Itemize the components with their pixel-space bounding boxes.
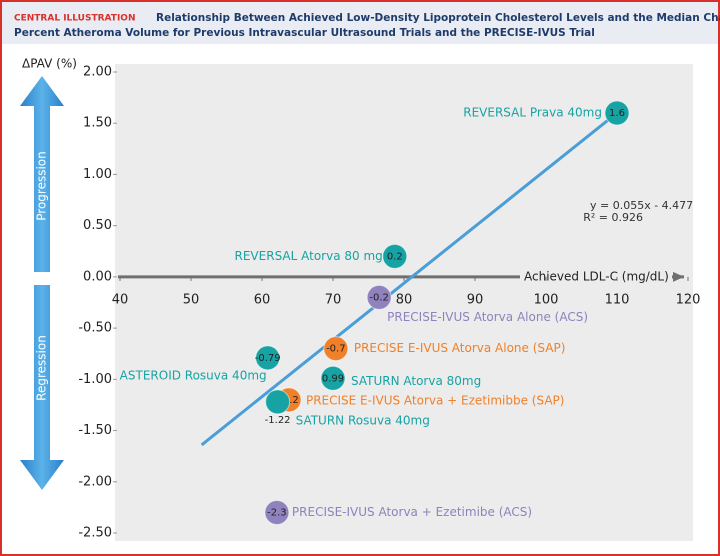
x-tick-label: 70 xyxy=(325,292,342,307)
point-label: PRECISE E-IVUS Atorva Alone (SAP) xyxy=(354,341,566,355)
progression-label: Progression xyxy=(35,151,49,221)
point-label: REVERSAL Prava 40mg xyxy=(463,105,602,119)
x-tick-label: 120 xyxy=(676,292,701,307)
value-label: -2.3 xyxy=(267,508,287,519)
data-point xyxy=(323,336,349,362)
y-tick-label: -1.00 xyxy=(78,372,112,387)
point-label: ASTEROID Rosuva 40mg xyxy=(120,368,267,382)
value-label: -0.2 xyxy=(369,292,389,303)
equation: y = 0.055x - 4.477 xyxy=(590,199,693,212)
y-tick-label: -2.50 xyxy=(78,526,112,541)
data-point xyxy=(604,100,630,126)
point-label: SATURN Atorva 80mg xyxy=(351,374,481,388)
x-tick-label: 110 xyxy=(605,292,630,307)
y-tick-label: -2.00 xyxy=(78,474,112,489)
y-tick-label: 1.50 xyxy=(83,116,112,131)
header-title: Relationship Between Achieved Low-Densit… xyxy=(156,12,720,24)
point-label: SATURN Rosuva 40mg xyxy=(296,413,430,427)
y-axis-label: ΔPAV (%) xyxy=(22,57,77,71)
value-label: 1.6 xyxy=(609,108,625,119)
y-tick-label: 1.00 xyxy=(83,167,112,182)
point-label: PRECISE E-IVUS Atorva + Ezetimibbe (SAP) xyxy=(306,393,564,407)
point-label: PRECISE-IVUS Atorva + Ezetimibe (ACS) xyxy=(292,505,532,519)
regression-label: Regression xyxy=(35,335,49,401)
r-squared: R² = 0.926 xyxy=(583,211,643,224)
value-label: 0.99 xyxy=(322,373,344,384)
x-tick-label: 50 xyxy=(183,292,200,307)
header-title: Percent Atheroma Volume for Previous Int… xyxy=(14,27,595,39)
x-tick-label: 100 xyxy=(534,292,559,307)
data-point xyxy=(265,389,291,415)
value-label: -1.22 xyxy=(265,415,291,426)
data-point xyxy=(264,500,290,526)
x-axis-arrow xyxy=(673,271,684,282)
value-label: 0.2 xyxy=(387,251,403,262)
data-point xyxy=(366,284,392,310)
x-label-bg xyxy=(520,267,672,286)
x-tick-label: 40 xyxy=(112,292,129,307)
header-tag: CENTRAL ILLUSTRATION xyxy=(14,14,135,24)
y-tick-label: 0.50 xyxy=(83,218,112,233)
regression-arrow xyxy=(20,285,64,490)
y-tick-label: 0.00 xyxy=(83,269,112,284)
x-tick-label: 60 xyxy=(254,292,271,307)
data-point xyxy=(382,243,408,269)
progression-arrow xyxy=(20,76,64,272)
value-label: -0.7 xyxy=(326,344,346,355)
trendline xyxy=(200,111,618,447)
y-tick-label: -1.50 xyxy=(78,423,112,438)
y-tick-label: 2.00 xyxy=(83,65,112,80)
x-tick-label: 90 xyxy=(467,292,484,307)
x-tick-label: 80 xyxy=(396,292,413,307)
point-label: REVERSAL Atorva 80 mg xyxy=(235,249,383,263)
header-bg xyxy=(2,2,718,44)
y-tick-label: -0.50 xyxy=(78,321,112,336)
data-point xyxy=(255,345,281,371)
x-axis-label: Achieved LDL-C (mg/dL) xyxy=(524,269,669,283)
point-label: PRECISE-IVUS Atorva Alone (ACS) xyxy=(387,310,588,324)
plot-area xyxy=(115,64,693,541)
data-point xyxy=(320,365,346,391)
value-label: -0.79 xyxy=(255,353,281,364)
